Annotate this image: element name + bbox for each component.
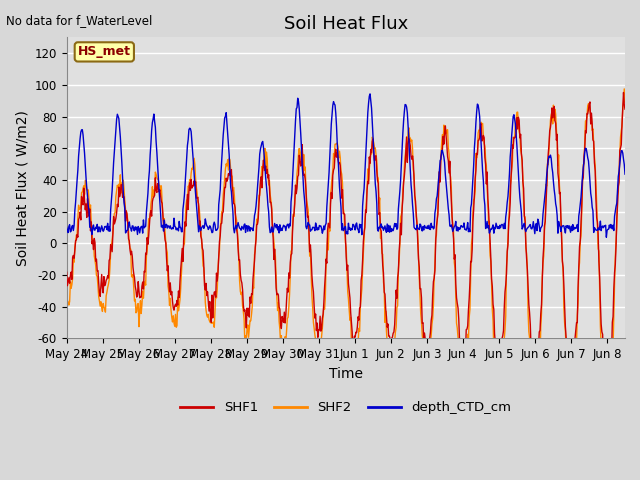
Y-axis label: Soil Heat Flux ( W/m2): Soil Heat Flux ( W/m2) xyxy=(15,110,29,266)
Title: Soil Heat Flux: Soil Heat Flux xyxy=(284,15,408,33)
Text: HS_met: HS_met xyxy=(78,46,131,59)
Legend: SHF1, SHF2, depth_CTD_cm: SHF1, SHF2, depth_CTD_cm xyxy=(175,396,516,420)
X-axis label: Time: Time xyxy=(329,367,363,381)
Text: No data for f_WaterLevel: No data for f_WaterLevel xyxy=(6,14,153,27)
